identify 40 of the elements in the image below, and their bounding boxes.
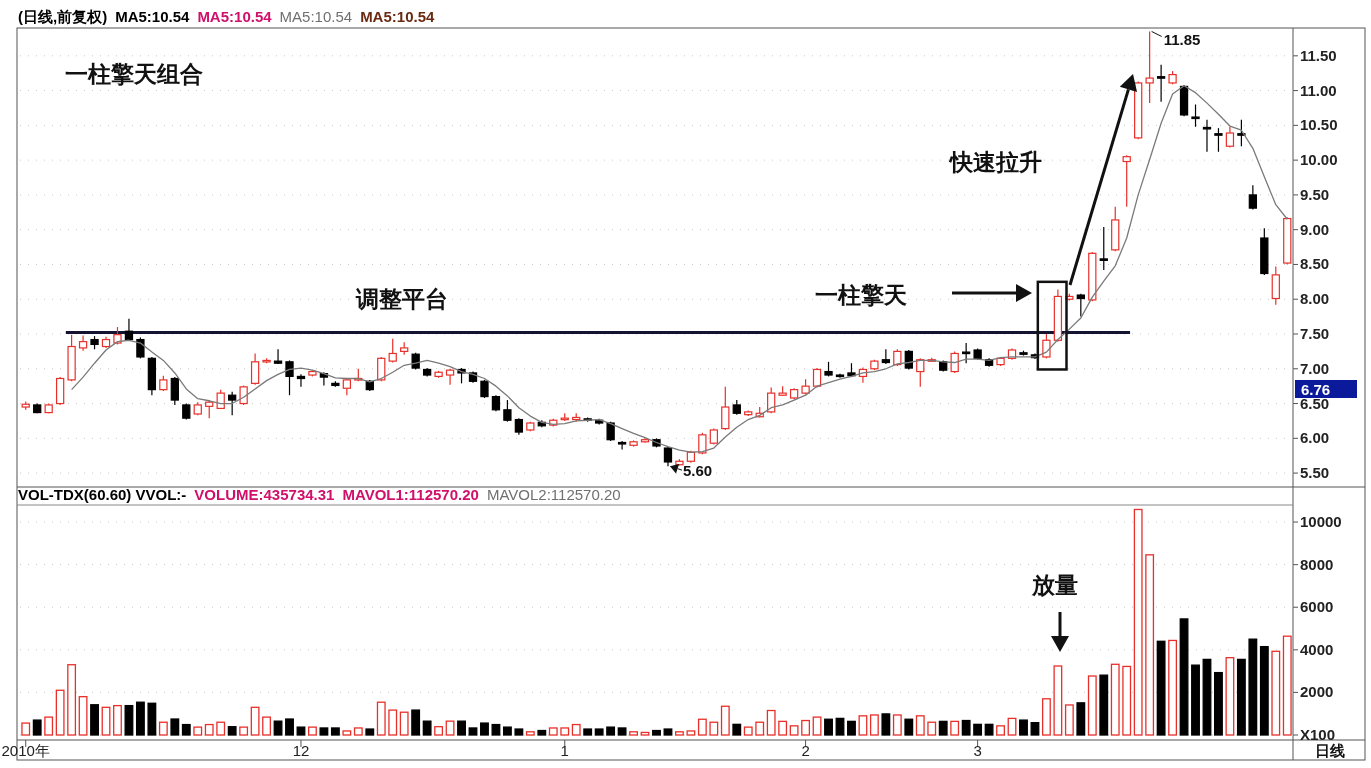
y-tick-label: 11.50: [1300, 46, 1337, 64]
x-tick-label: 12: [292, 742, 310, 759]
chart-title: VOL-TDX(60.60) VVOL:-: [18, 486, 187, 503]
annotation: 11.85: [1163, 31, 1201, 49]
annotation: MAVOL1:112570.20: [342, 486, 479, 503]
y-tick-label: 9.50: [1300, 185, 1330, 203]
annotation: 调整平台: [355, 285, 448, 312]
annotation: 放量: [1031, 571, 1078, 598]
y-tick-label: 11.00: [1300, 81, 1337, 99]
x-tick-label: 2: [801, 742, 810, 759]
text: MA5:10.54: [360, 8, 435, 25]
y-tick-label: 7.00: [1300, 359, 1330, 377]
y-tick-label: 4000: [1300, 640, 1334, 658]
y-tick-label: 5.50: [1300, 464, 1330, 482]
annotation: 快速拉升: [948, 148, 1042, 175]
y-tick-label: 7.50: [1300, 325, 1330, 342]
text: MA5:10.54: [279, 8, 353, 25]
y-tick-label: 6000: [1300, 598, 1334, 616]
y-tick-label: 8000: [1300, 555, 1334, 573]
annotation: 一柱擎天: [815, 281, 907, 308]
y-tick-label: 10.00: [1300, 151, 1338, 169]
y-tick-label: 8.00: [1300, 290, 1330, 308]
x-tick-label: 1: [560, 742, 569, 759]
x-tick-label: 3: [973, 742, 982, 759]
text: 日线: [1315, 742, 1345, 760]
y-tick-label: 9.00: [1300, 220, 1330, 238]
annotation: 5.60: [682, 462, 713, 480]
annotation: 一柱擎天组合: [65, 60, 203, 87]
y-tick-label: 10000: [1300, 513, 1342, 531]
x-tick-label: 2010年: [1, 742, 50, 759]
annotation: MAVOL2:112570.20: [486, 486, 621, 503]
y-tick-label: 10.50: [1300, 116, 1338, 134]
y-tick-label: 2000: [1300, 683, 1334, 701]
y-tick-label: 6.00: [1300, 429, 1330, 447]
y-tick-label: 8.50: [1300, 255, 1330, 273]
y-tick-label: X100: [1300, 726, 1336, 743]
text: MA5:10.54: [115, 8, 191, 25]
chart-title: (日线,前复权): [18, 8, 108, 25]
annotation: VOLUME:435734.31: [194, 486, 335, 503]
text: MA5:10.54: [197, 8, 273, 25]
